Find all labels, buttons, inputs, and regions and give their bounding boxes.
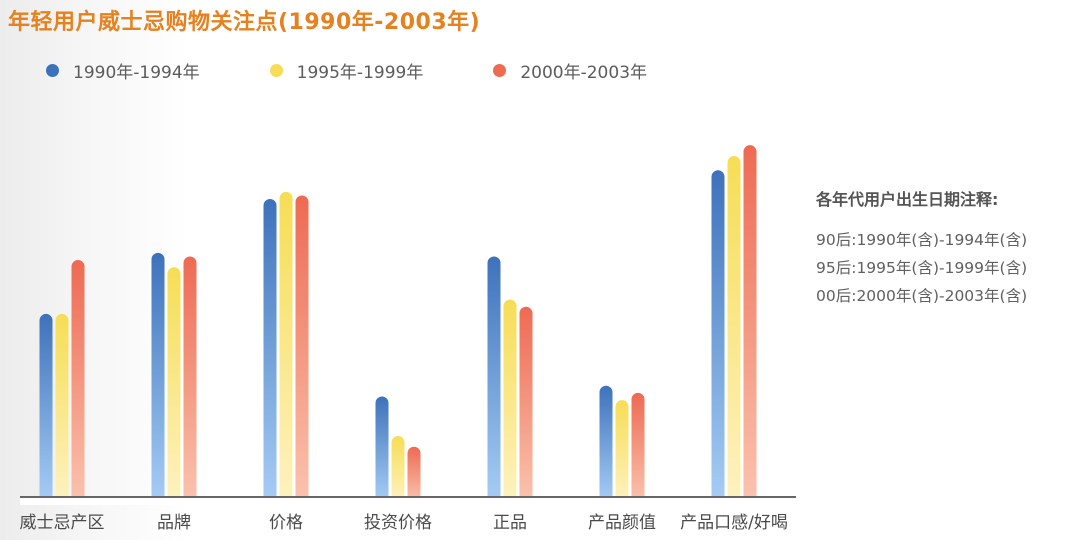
bar-7-series-3 [743, 145, 757, 501]
legend-item-1995-1999: 1995年-1999年 [269, 58, 424, 83]
bar-4-series-3 [407, 446, 421, 501]
x-tick-label: 投资价格 [364, 513, 432, 533]
x-tick-label: 产品口感/好喝 [680, 513, 788, 533]
axis-cover [20, 497, 796, 505]
bar-2-series-1 [151, 252, 165, 501]
notes-title: 各年代用户出生日期注释: [816, 190, 999, 209]
bar-1-series-1 [39, 313, 53, 501]
bar-6-series-3 [631, 392, 645, 501]
bar-1-series-3 [71, 260, 85, 501]
legend-item-2000-2003: 2000年-2003年 [493, 58, 647, 83]
bar-3-series-1 [263, 199, 277, 501]
x-tick-label: 威士忌产区 [20, 513, 105, 533]
x-tick-label: 产品颜值 [588, 513, 656, 533]
legend-item-1990-1994: 1990年-1994年 [46, 58, 200, 83]
x-tick-label: 正品 [493, 513, 527, 533]
legend-label: 1990年-1994年 [73, 62, 200, 83]
legend-label: 2000年-2003年 [520, 62, 648, 83]
legend-dot-icon [493, 63, 507, 77]
x-tick-label: 品牌 [157, 513, 191, 533]
bar-1-series-2 [55, 313, 69, 501]
x-tick-label: 价格 [269, 513, 303, 533]
notes-line-00s: 00后:2000年(含)-2003年(含) [816, 287, 1028, 305]
bar-4-series-2 [391, 435, 405, 501]
chart-title: 年轻用户威士忌购物关注点(1990年-2003年) [8, 10, 481, 35]
legend-dot-icon [46, 63, 59, 77]
bar-5-series-2 [503, 299, 517, 501]
bar-4-series-1 [375, 396, 389, 501]
bar-6-series-2 [615, 400, 629, 501]
x-tick-labels: 威士忌产区 品牌 价格 投资价格 正品 产品颜值 产品口感/好喝 [20, 513, 788, 533]
legend-dot-icon [269, 63, 283, 77]
notes-line-95s: 95后:1995年(含)-1999年(含) [816, 259, 1028, 277]
bar-7-series-1 [711, 170, 725, 501]
bar-6-series-1 [599, 385, 613, 501]
legend-label: 1995年-1999年 [296, 62, 424, 83]
bar-5-series-1 [487, 256, 501, 501]
legend: 1990年-1994年 1995年-1999年 2000年-2003年 [46, 58, 717, 83]
bar-2-series-3 [183, 256, 197, 501]
birth-date-notes: 各年代用户出生日期注释: 90后:1990年(含)-1994年(含) 95后:1… [816, 186, 1076, 310]
bars-group [20, 145, 796, 505]
bar-3-series-3 [295, 195, 309, 501]
bar-7-series-2 [727, 155, 741, 501]
notes-line-90s: 90后:1990年(含)-1994年(含) [816, 231, 1028, 249]
bar-3-series-2 [279, 191, 293, 501]
bar-5-series-3 [519, 306, 533, 501]
bar-2-series-2 [167, 267, 181, 501]
